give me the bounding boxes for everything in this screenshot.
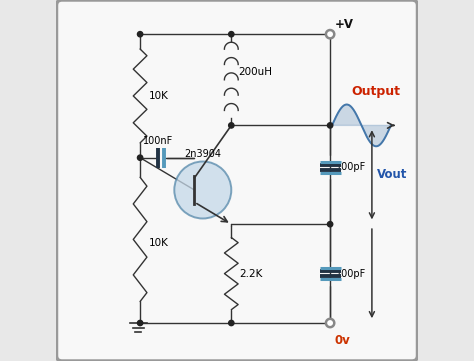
Circle shape xyxy=(137,155,143,160)
Circle shape xyxy=(174,161,231,218)
Text: +V: +V xyxy=(335,18,354,31)
Circle shape xyxy=(228,320,234,326)
Text: 10K: 10K xyxy=(148,238,168,248)
Circle shape xyxy=(228,123,234,128)
Circle shape xyxy=(326,319,334,327)
Text: 200uH: 200uH xyxy=(238,67,272,77)
Circle shape xyxy=(228,31,234,37)
Circle shape xyxy=(326,30,334,38)
Text: 2.2K: 2.2K xyxy=(240,269,263,279)
Text: 100nF: 100nF xyxy=(143,135,173,145)
Text: 2n3904: 2n3904 xyxy=(184,149,221,159)
Circle shape xyxy=(328,222,333,227)
Text: 100pF: 100pF xyxy=(336,162,366,172)
Circle shape xyxy=(137,31,143,37)
Text: Vout: Vout xyxy=(376,168,407,181)
Circle shape xyxy=(328,123,333,128)
Circle shape xyxy=(137,320,143,326)
Text: 100pF: 100pF xyxy=(336,269,366,279)
FancyBboxPatch shape xyxy=(56,0,418,361)
Text: 0v: 0v xyxy=(335,334,350,347)
Text: Output: Output xyxy=(351,85,400,98)
Text: 10K: 10K xyxy=(148,91,168,101)
